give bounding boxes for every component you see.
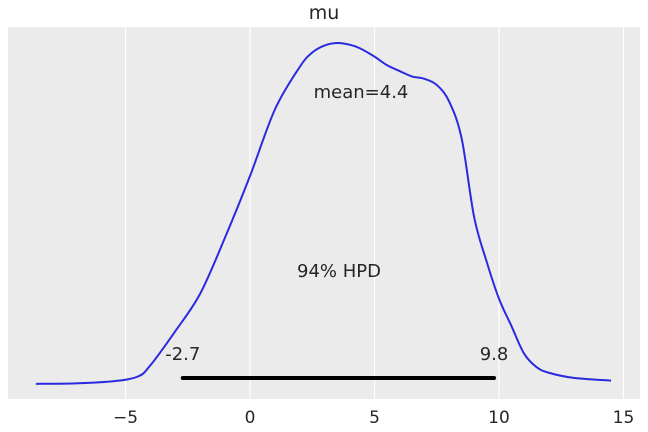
density-curve — [35, 41, 612, 385]
grid-lines — [124, 27, 625, 399]
x-tick-label: 10 — [488, 408, 510, 428]
x-tick-label: 15 — [613, 408, 635, 428]
hpd-label: 94% HPD — [297, 261, 381, 282]
hpd-low-label: -2.7 — [165, 344, 200, 365]
x-tick-label: −5 — [113, 408, 138, 428]
x-axis-ticks: −5 0 5 10 15 — [113, 408, 634, 428]
chart-title: mu — [309, 2, 340, 24]
mean-label: mean=4.4 — [314, 82, 409, 103]
x-tick-label: 0 — [245, 408, 256, 428]
hpd-high-label: 9.8 — [480, 344, 509, 365]
plot-background — [8, 27, 640, 399]
x-tick-label: 5 — [369, 408, 380, 428]
